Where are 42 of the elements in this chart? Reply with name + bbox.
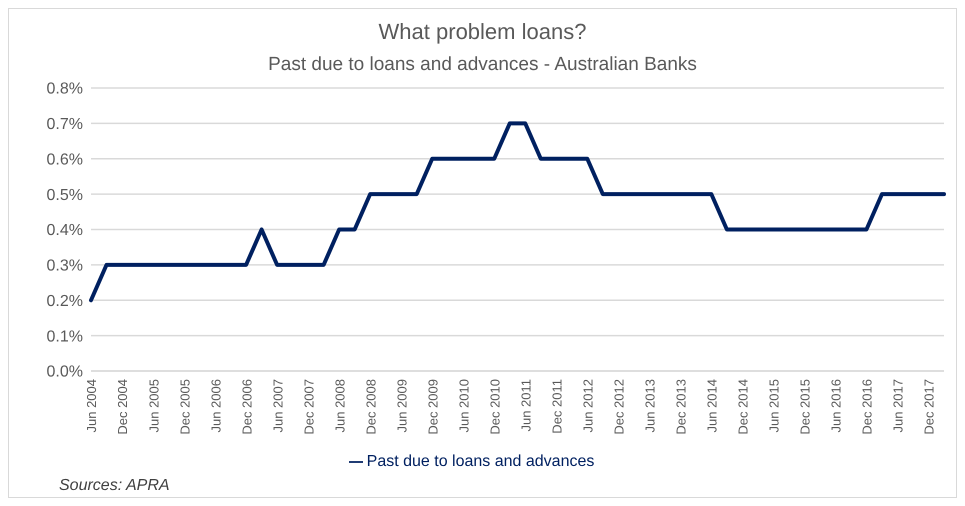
x-tick-label: Dec 2009	[425, 379, 440, 435]
y-tick-label: 0.8%	[46, 80, 83, 98]
y-tick-label: 0.1%	[46, 328, 83, 346]
x-tick-label: Dec 2012	[612, 379, 627, 435]
x-tick-label: Jun 2016	[828, 379, 844, 432]
x-tick-label: Dec 2014	[736, 379, 751, 435]
x-tick-label: Dec 2016	[860, 379, 875, 435]
x-tick-label: Jun 2013	[642, 379, 658, 432]
x-tick-label: Dec 2017	[922, 379, 937, 435]
x-tick-label: Jun 2011	[518, 379, 534, 432]
x-tick-label: Dec 2015	[798, 379, 813, 435]
y-tick-label: 0.0%	[46, 364, 83, 381]
x-tick-label: Dec 2005	[177, 379, 192, 435]
x-tick-label: Dec 2004	[115, 379, 130, 435]
x-tick-label: Jun 2017	[890, 379, 906, 432]
y-tick-label: 0.3%	[46, 258, 83, 275]
legend-label: Past due to loans and advances	[366, 453, 594, 470]
x-tick-label: Jun 2008	[332, 379, 348, 432]
x-tick-label: Dec 2011	[550, 379, 565, 434]
chart-title: What problem loans?	[378, 19, 588, 45]
x-tick-label: Jun 2012	[580, 379, 596, 432]
x-tick-label: Dec 2006	[239, 379, 254, 435]
y-tick-label: 0.4%	[46, 222, 83, 240]
line-series	[89, 121, 946, 302]
x-tick-label: Jun 2010	[456, 379, 472, 432]
x-tick-label: Dec 2010	[487, 379, 502, 435]
x-tick-label: Dec 2013	[674, 379, 689, 435]
x-tick-label: Jun 2007	[270, 379, 286, 432]
y-tick-label: 0.7%	[46, 116, 83, 134]
chart-subtitle: Past due to loans and advances - Australian Banks	[267, 54, 698, 76]
x-tick-label: Jun 2015	[766, 379, 782, 432]
y-tick-label: 0.5%	[46, 186, 83, 204]
y-tick-label: 0.2%	[46, 292, 83, 310]
y-tick-label: 0.6%	[46, 151, 83, 168]
x-tick-label: Jun 2009	[394, 379, 410, 432]
x-tick-label: Jun 2004	[84, 379, 100, 432]
source-note: Sources: APRA	[59, 477, 170, 495]
x-tick-label: Dec 2008	[363, 379, 378, 435]
x-tick-label: Jun 2014	[704, 379, 720, 432]
x-tick-label: Jun 2006	[208, 379, 224, 432]
x-tick-label: Jun 2005	[146, 379, 162, 432]
x-tick-label: Dec 2007	[301, 379, 316, 435]
